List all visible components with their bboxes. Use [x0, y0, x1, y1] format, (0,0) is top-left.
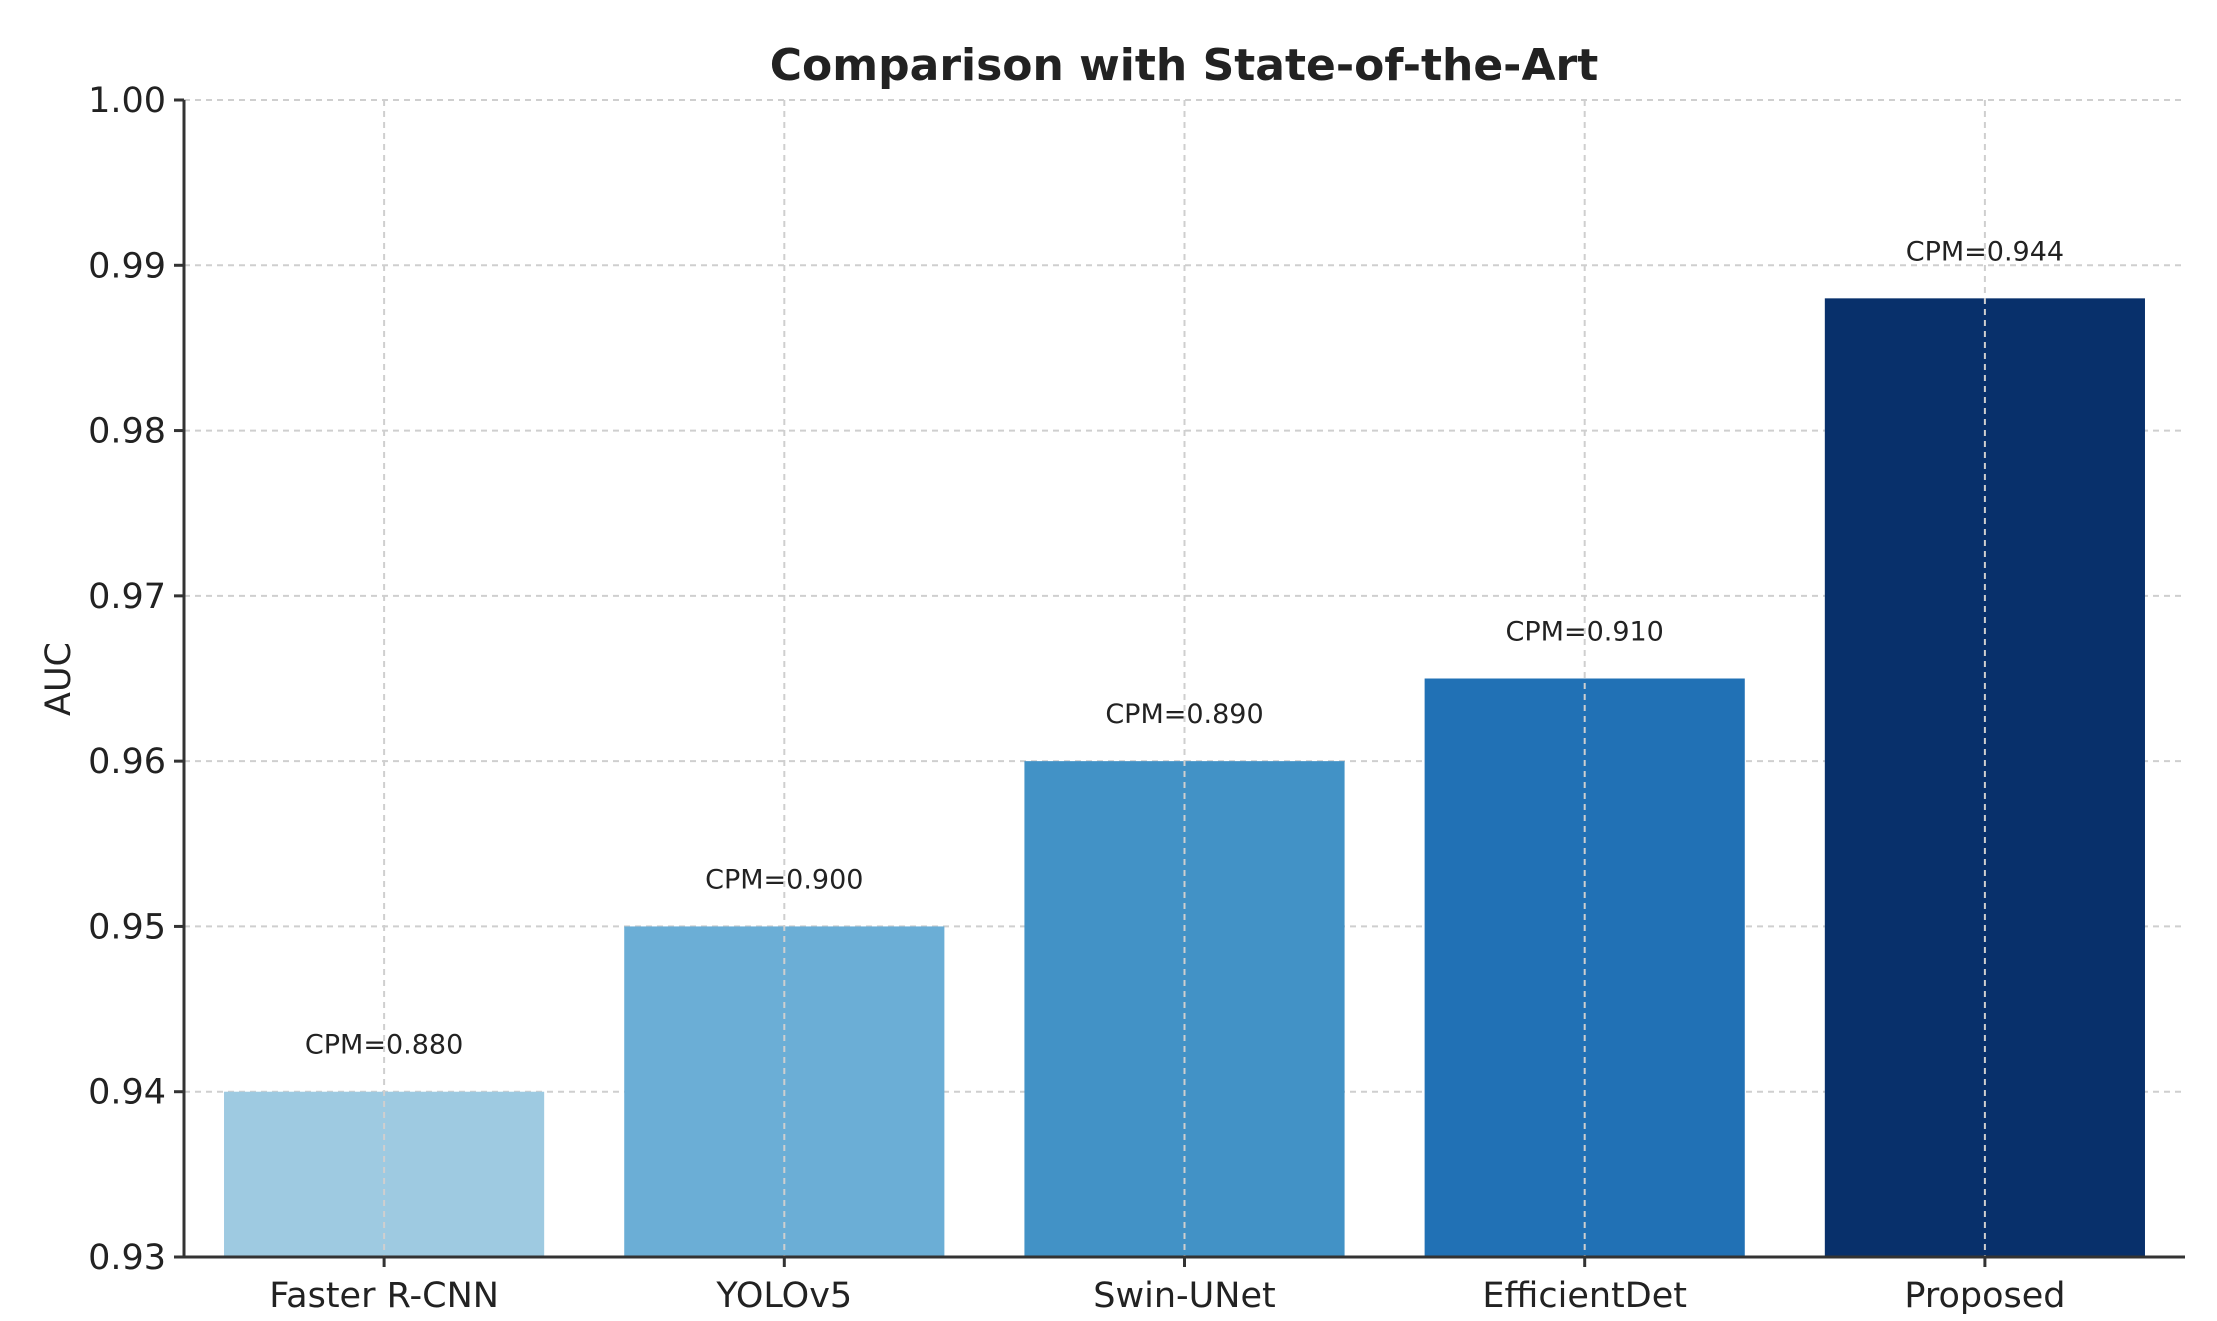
y-tick-label: 0.98 — [88, 412, 166, 452]
y-tick-labels: 0.93 0.94 0.95 0.96 0.97 0.98 0.99 1.00 — [88, 81, 184, 1278]
x-tick-label: EfficientDet — [1482, 1276, 1687, 1316]
y-tick-label: 0.99 — [88, 246, 166, 286]
data-label: CPM=0.880 — [305, 1030, 463, 1061]
data-label: CPM=0.890 — [1105, 699, 1263, 730]
y-tick-label: 0.97 — [88, 577, 166, 617]
y-tick-label: 0.95 — [88, 907, 166, 947]
bar — [1824, 298, 2145, 1257]
bar — [224, 1091, 545, 1257]
bar — [1024, 761, 1345, 1257]
data-label: CPM=0.944 — [1906, 236, 2064, 267]
y-tick-label: 0.96 — [88, 742, 166, 782]
y-tick-label: 1.00 — [88, 81, 166, 121]
x-tick-labels: Faster R-CNN YOLOv5 Swin-UNet EfficientDet P… — [269, 1257, 2065, 1316]
data-label: CPM=0.900 — [705, 864, 863, 895]
x-tick-label: Swin-UNet — [1093, 1276, 1275, 1316]
y-tick-label: 0.94 — [88, 1073, 166, 1113]
y-axis-label: AUC — [39, 642, 79, 716]
chart-title: Comparison with State-of-the-Art — [770, 40, 1598, 91]
bars — [224, 100, 2145, 1257]
y-tick-label: 0.93 — [88, 1238, 166, 1278]
x-tick-label: YOLOv5 — [715, 1276, 852, 1316]
data-labels: CPM=0.880 CPM=0.900 CPM=0.890 CPM=0.910 CPM=… — [305, 236, 2064, 1060]
x-tick-label: Faster R-CNN — [269, 1276, 499, 1316]
data-label: CPM=0.910 — [1506, 617, 1664, 648]
x-tick-label: Proposed — [1904, 1276, 2065, 1316]
